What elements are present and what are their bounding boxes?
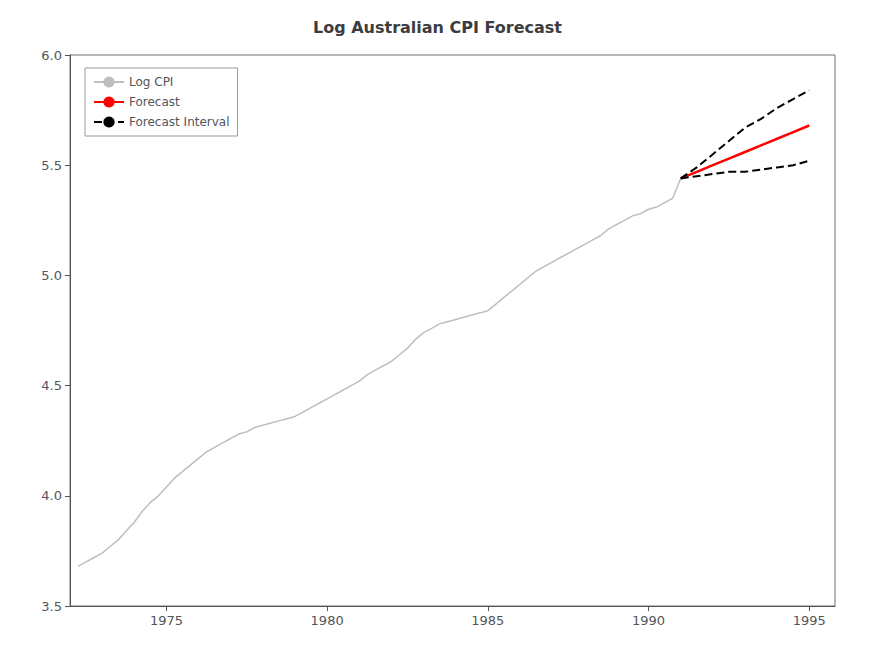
svg-text:5.0: 5.0: [41, 268, 62, 283]
svg-text:1985: 1985: [471, 613, 504, 628]
svg-text:Log CPI: Log CPI: [129, 75, 173, 89]
svg-text:4.0: 4.0: [41, 488, 62, 503]
svg-text:Log Australian CPI Forecast: Log Australian CPI Forecast: [313, 18, 562, 37]
svg-text:1990: 1990: [632, 613, 665, 628]
svg-text:1975: 1975: [150, 613, 183, 628]
svg-text:1995: 1995: [793, 613, 826, 628]
svg-text:3.5: 3.5: [41, 599, 62, 614]
svg-text:5.5: 5.5: [41, 158, 62, 173]
svg-text:6.0: 6.0: [41, 48, 62, 63]
svg-text:1980: 1980: [311, 613, 344, 628]
svg-text:4.5: 4.5: [41, 378, 62, 393]
svg-text:Forecast: Forecast: [129, 95, 180, 109]
svg-text:Forecast Interval: Forecast Interval: [129, 115, 230, 129]
